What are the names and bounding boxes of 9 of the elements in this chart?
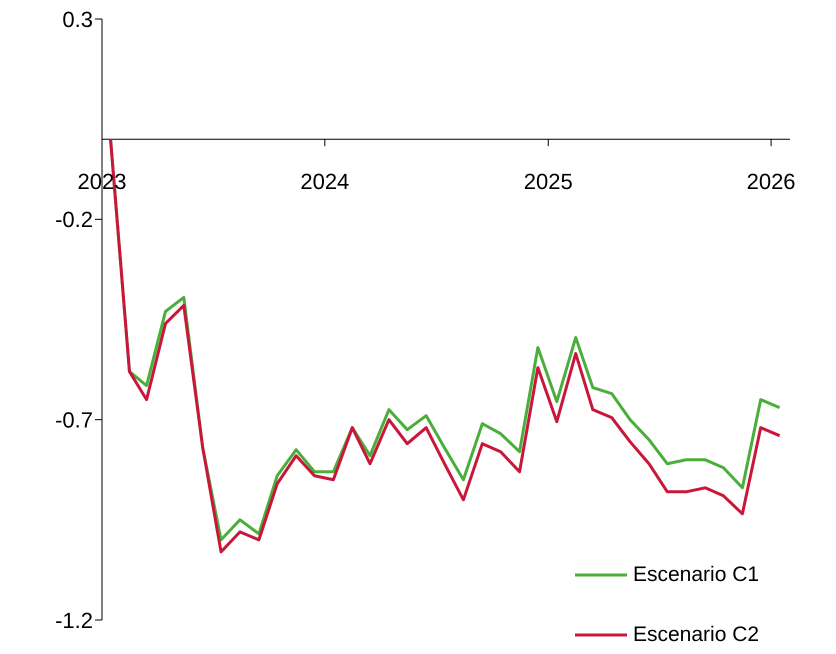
y-tick-label: -1.2 [55, 608, 93, 633]
y-tick-label: -0.7 [55, 407, 93, 432]
x-tick-label: 2024 [300, 169, 350, 194]
y-tick-label: 0.3 [62, 6, 93, 32]
legend-label: Escenario C1 [633, 563, 760, 587]
y-tick-label: -0.2 [55, 207, 93, 232]
x-tick-label: 2026 [746, 169, 796, 194]
legend-label: Escenario C2 [633, 623, 760, 647]
x-tick-label: 2025 [524, 169, 573, 194]
